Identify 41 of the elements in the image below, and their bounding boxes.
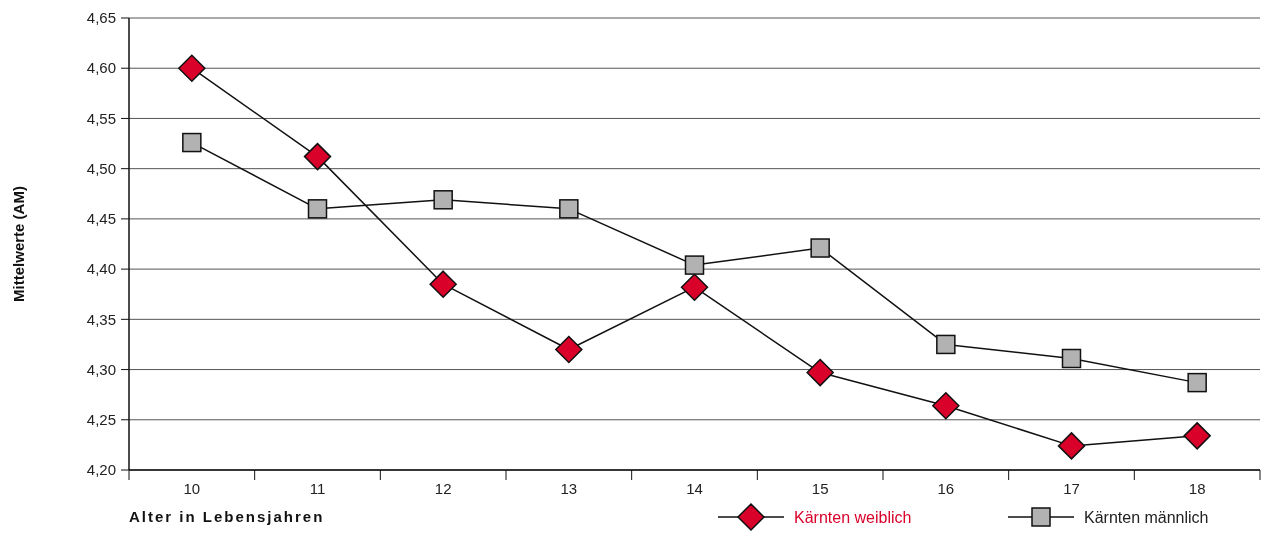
x-tick-label: 12 bbox=[434, 480, 452, 497]
y-tick-label: 4,35 bbox=[86, 310, 116, 328]
point bbox=[932, 391, 960, 420]
point bbox=[555, 335, 583, 364]
point bbox=[1183, 422, 1211, 450]
x-tick-label: 11 bbox=[309, 480, 326, 497]
point bbox=[433, 190, 453, 210]
point bbox=[1057, 432, 1086, 460]
y-tick-label: 4,40 bbox=[86, 260, 116, 278]
x-axis-title: Alter in Lebensjahren bbox=[129, 508, 325, 525]
point bbox=[307, 199, 328, 219]
point bbox=[303, 142, 332, 171]
y-tick-label: 4,50 bbox=[86, 159, 116, 177]
x-tick-label: 13 bbox=[560, 480, 578, 497]
point bbox=[684, 255, 705, 275]
y-tick-label: 4,45 bbox=[86, 210, 116, 228]
legend-label: Kärnten weiblich bbox=[794, 508, 912, 526]
y-tick-label: 4,65 bbox=[86, 9, 116, 27]
point bbox=[1061, 348, 1082, 369]
x-tick-label: 17 bbox=[1063, 480, 1080, 497]
point bbox=[1187, 372, 1207, 393]
point bbox=[806, 358, 834, 387]
point bbox=[810, 238, 830, 258]
x-tick-label: 16 bbox=[937, 480, 955, 497]
y-tick-label: 4,55 bbox=[86, 109, 116, 127]
x-tick-label: 10 bbox=[183, 480, 201, 497]
x-tick-label: 15 bbox=[811, 480, 829, 497]
x-tick-label: 14 bbox=[686, 480, 703, 497]
point bbox=[182, 132, 202, 153]
point bbox=[559, 199, 579, 219]
point bbox=[936, 334, 956, 355]
point bbox=[178, 54, 206, 82]
y-tick-label: 4,30 bbox=[86, 360, 116, 378]
y-tick-label: 4,20 bbox=[86, 461, 116, 479]
legend-label: Kärnten männlich bbox=[1084, 508, 1209, 526]
y-axis-title: Mittelwerte (AM) bbox=[10, 186, 27, 302]
point bbox=[429, 270, 457, 298]
point bbox=[680, 273, 709, 301]
y-tick-label: 4,60 bbox=[86, 59, 116, 77]
x-tick-label: 18 bbox=[1188, 480, 1206, 497]
y-tick-label: 4,25 bbox=[86, 411, 116, 429]
